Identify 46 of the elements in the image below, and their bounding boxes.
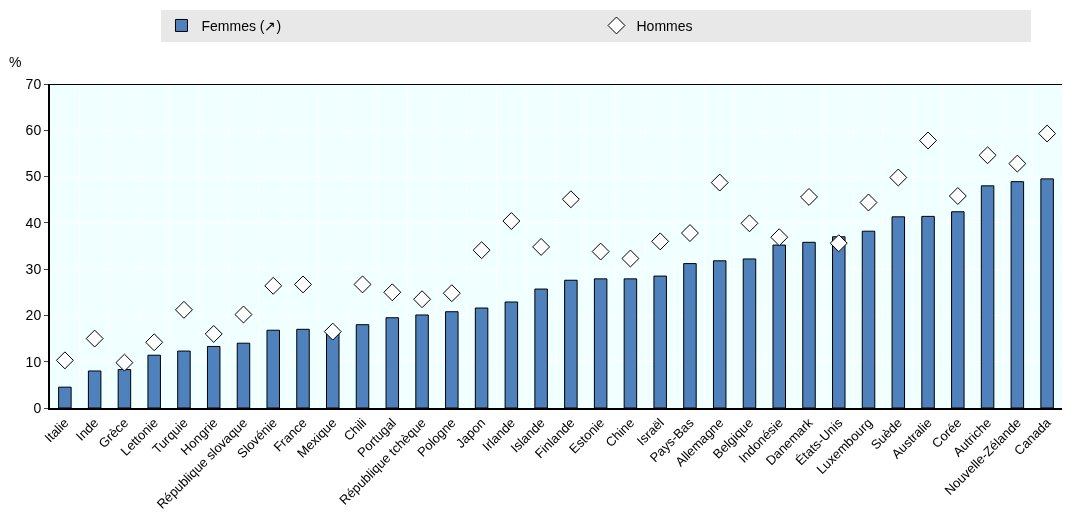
y-tick-label: 0 (33, 399, 42, 416)
point (829, 234, 848, 253)
point (978, 146, 997, 165)
point (948, 187, 967, 205)
y-tick-label: 30 (25, 261, 42, 278)
y-tick-label: 20 (25, 307, 42, 324)
y-tick-label: 40 (25, 214, 42, 231)
point (532, 237, 551, 256)
point (234, 305, 253, 324)
point (502, 212, 521, 230)
point (800, 187, 818, 206)
legend-label: Femmes (↗) (201, 17, 282, 34)
point (174, 300, 193, 319)
point (115, 353, 134, 372)
point (294, 275, 312, 294)
legend-label: Hommes (636, 17, 693, 34)
x-tick-label: Italie (41, 415, 72, 446)
point (651, 232, 670, 251)
y-tick-label: 50 (25, 168, 42, 185)
point (1038, 124, 1057, 143)
point (680, 224, 699, 242)
y-tick-label: 60 (25, 122, 42, 139)
point (442, 284, 461, 303)
point (264, 276, 283, 295)
point (1008, 154, 1027, 173)
point (383, 283, 402, 302)
point (770, 228, 789, 247)
point (561, 190, 580, 209)
point (55, 351, 74, 370)
point (740, 214, 759, 233)
point (323, 322, 342, 341)
point (145, 333, 164, 352)
y-tick-label: 10 (25, 353, 42, 370)
point (621, 249, 640, 268)
point (353, 275, 372, 294)
point (413, 290, 432, 309)
point (204, 324, 223, 343)
point (919, 131, 938, 150)
point (472, 241, 491, 260)
point (859, 193, 878, 212)
y-tick-label: 70 (25, 75, 42, 92)
point (85, 329, 104, 348)
y-axis-title: % (9, 54, 22, 70)
point (591, 242, 610, 261)
point (710, 173, 729, 192)
point (889, 168, 908, 187)
